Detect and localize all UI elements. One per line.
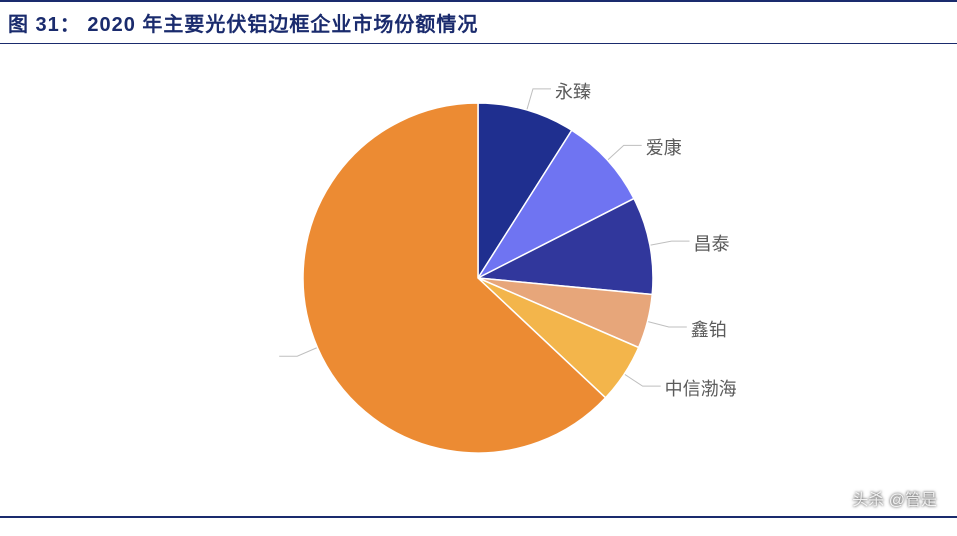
slice-label: 鑫铂 xyxy=(691,316,727,342)
pie-chart xyxy=(303,103,653,453)
slice-label: 爱康 xyxy=(646,134,682,160)
chart-title-bar: 图 31： 2020 年主要光伏铝边框企业市场份额情况 xyxy=(0,0,957,44)
slice-label: 永臻 xyxy=(555,78,591,104)
slice-label: 昌泰 xyxy=(694,230,730,256)
chart-title: 图 31： 2020 年主要光伏铝边框企业市场份额情况 xyxy=(8,14,478,36)
bottom-rule xyxy=(0,516,957,518)
watermark: 头杀 @管是 xyxy=(846,484,943,512)
slice-label: 中信渤海 xyxy=(665,375,737,401)
